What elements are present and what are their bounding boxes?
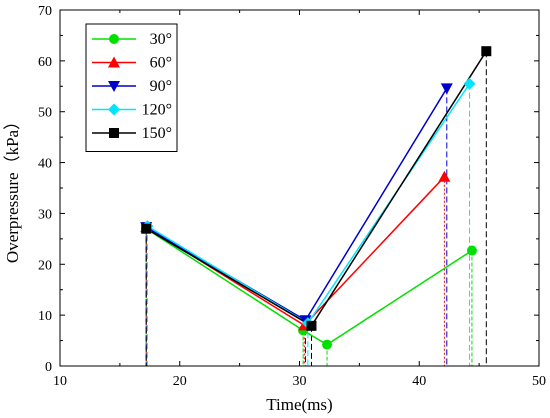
series-markers	[140, 46, 492, 350]
legend-label: 60°	[150, 55, 172, 72]
data-point	[322, 339, 333, 350]
legend-marker	[108, 103, 120, 116]
y-tick-label: 10	[38, 309, 52, 324]
legend-marker	[109, 128, 119, 138]
y-tick-label: 70	[38, 4, 52, 19]
series-lines	[145, 50, 487, 346]
series-line	[145, 228, 473, 346]
series-line	[147, 83, 471, 325]
x-tick-label: 20	[173, 374, 187, 389]
x-tick-label: 10	[53, 374, 67, 389]
data-point	[466, 245, 477, 256]
legend-marker	[108, 81, 120, 92]
data-point	[141, 223, 152, 234]
data-point	[440, 83, 453, 95]
drop-lines	[145, 51, 487, 366]
legend-box	[85, 23, 178, 152]
y-tick-label: 30	[38, 207, 52, 222]
data-point	[481, 46, 492, 57]
data-point	[438, 170, 451, 182]
legend-label: 150°	[142, 125, 172, 142]
y-axis-title: Overpressure（kPa）	[3, 113, 22, 263]
data-point	[306, 320, 317, 331]
series-line	[145, 87, 448, 322]
legend-label: 30°	[150, 31, 172, 48]
data-point	[463, 77, 476, 90]
legend-label: 120°	[142, 102, 172, 119]
y-tick-label: 50	[38, 106, 52, 121]
x-tick-label: 50	[532, 374, 546, 389]
x-axis-title: Time(ms)	[266, 395, 332, 414]
y-tick-label: 40	[38, 157, 52, 172]
legend-label: 90°	[150, 78, 172, 95]
legend: 30° 60° 90° 120° 150°	[85, 23, 178, 152]
axis-ticks	[59, 9, 540, 367]
series-line	[145, 50, 487, 327]
x-tick-label: 30	[293, 374, 307, 389]
y-tick-label: 0	[45, 360, 52, 375]
y-tick-label: 20	[38, 258, 52, 273]
y-tick-label: 60	[38, 55, 52, 70]
x-tick-label: 40	[412, 374, 426, 389]
series-line	[145, 176, 445, 327]
legend-marker	[109, 34, 119, 44]
legend-marker	[108, 56, 120, 68]
